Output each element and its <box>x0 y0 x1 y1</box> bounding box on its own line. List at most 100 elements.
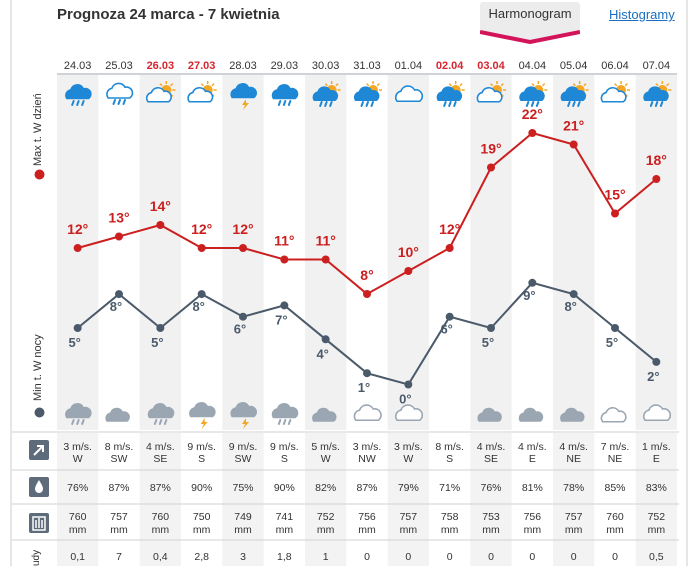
cloud-shape <box>560 86 587 101</box>
wind-speed-value: 8 m/s. <box>435 441 464 453</box>
cloud-rain-night-icon <box>147 403 175 425</box>
wind-direction-value: S <box>446 453 453 465</box>
sun-ray <box>170 83 174 87</box>
pressure-unit-label: mm <box>193 524 211 536</box>
max-temp-point <box>445 244 454 252</box>
wind-direction-value: SW <box>111 453 128 465</box>
partly-sunny-icon <box>600 81 630 103</box>
cloud-rain-night-icon <box>271 403 299 425</box>
wind-speed-value: 9 m/s. <box>270 441 299 453</box>
wind-speed-value: 3 m/s. <box>63 441 92 453</box>
tab-harmonogram[interactable]: Harmonogram <box>480 2 580 28</box>
min-temp-point <box>197 290 206 299</box>
date-label: 29.03 <box>271 60 299 72</box>
pressure-value: 760 <box>69 511 87 523</box>
date-label: 30.03 <box>312 60 340 72</box>
max-temp-label: 12° <box>191 221 212 237</box>
rain-drop <box>572 101 576 107</box>
min-temp-label: 0° <box>399 392 411 407</box>
details-column-band <box>139 433 181 566</box>
cloud-shape <box>394 404 424 422</box>
column-band <box>553 75 595 430</box>
rain-drop <box>81 419 85 425</box>
wind-direction-value: W <box>73 453 83 465</box>
precipitation-value: 0 <box>405 551 411 563</box>
column-band <box>139 75 181 430</box>
rain-drop <box>535 101 540 107</box>
wind-direction-value: S <box>198 453 205 465</box>
min-temp-point <box>569 290 578 299</box>
rain-drop <box>448 101 452 107</box>
cloud-shape <box>477 407 502 422</box>
rain-drop <box>81 100 85 106</box>
date-label: 28.03 <box>229 60 257 72</box>
rain-drop <box>319 101 323 107</box>
sun-ray <box>655 83 659 87</box>
pressure-value: 749 <box>234 511 252 523</box>
humidity-value: 81% <box>522 482 543 494</box>
rain-drop <box>112 99 116 105</box>
lightning-bolt <box>242 418 249 429</box>
wind-speed-value: 4 m/s. <box>146 441 175 453</box>
max-temp-label: 21° <box>563 118 584 134</box>
cloud-shape <box>394 85 424 103</box>
precipitation-value: 7 <box>116 551 122 563</box>
min-temp-label: 5° <box>68 335 80 350</box>
partly-sunny-rain-icon <box>312 81 341 107</box>
date-label: 02.04 <box>436 60 464 72</box>
rain-drop <box>443 101 447 107</box>
wind-speed-value: 3 m/s. <box>353 441 382 453</box>
humidity-value: 79% <box>398 482 419 494</box>
pressure-value: 741 <box>276 511 294 523</box>
rain-drop <box>76 100 80 106</box>
rain-drop <box>370 101 374 107</box>
cloud-shape <box>436 86 463 101</box>
partly-sunny-icon <box>145 81 176 103</box>
pressure-value: 757 <box>110 511 128 523</box>
rain-drop <box>153 419 158 425</box>
moon-cloud-icon <box>477 403 502 422</box>
tab-histogramy[interactable]: Histogramy <box>609 7 675 22</box>
pressure-unit-label: mm <box>524 524 542 536</box>
date-label: 27.03 <box>188 60 216 72</box>
rain-drop <box>329 101 333 107</box>
sun-ray <box>200 83 204 87</box>
partly-sunny-rain-icon <box>436 81 465 107</box>
rain-drop <box>577 101 581 107</box>
max-temp-point <box>363 290 371 298</box>
rain-drop <box>654 101 659 107</box>
sun-ray <box>490 83 494 87</box>
max-temp-point <box>611 209 619 218</box>
pressure-unit-label: mm <box>317 524 335 536</box>
cloud-shape <box>271 84 299 100</box>
partly-sunny-icon <box>187 81 217 103</box>
wind-direction-value: NE <box>608 453 623 465</box>
cloud-shape <box>105 407 130 422</box>
wind-speed-value: 9 m/s. <box>187 441 216 453</box>
cloud-shape <box>65 84 92 100</box>
sun-ray <box>376 83 380 87</box>
cloud-shape <box>312 86 339 101</box>
rain-drop <box>287 419 292 425</box>
pressure-unit-label: mm <box>234 524 252 536</box>
sun-ray <box>366 83 370 87</box>
rain-drop <box>287 100 292 106</box>
cloud-shape <box>230 83 258 99</box>
min-temp-point <box>404 380 413 389</box>
min-temp-point <box>445 312 454 321</box>
date-label: 26.03 <box>147 60 175 72</box>
moon-cloud-icon <box>518 403 544 422</box>
min-temp-label: 2° <box>647 369 659 384</box>
cloud-outline-night-icon <box>642 404 672 422</box>
precipitation-value: 1 <box>323 551 329 563</box>
max-temp-label: 11° <box>274 233 294 249</box>
rain-drop <box>117 99 121 105</box>
cloud-shape <box>353 404 382 422</box>
pressure-value: 760 <box>152 511 170 523</box>
max-temp-label: 13° <box>108 210 129 226</box>
rain-drop <box>360 101 364 107</box>
pressure-value: 753 <box>482 511 500 523</box>
sun-ray <box>614 83 618 87</box>
wind-direction-value: NW <box>358 453 376 465</box>
